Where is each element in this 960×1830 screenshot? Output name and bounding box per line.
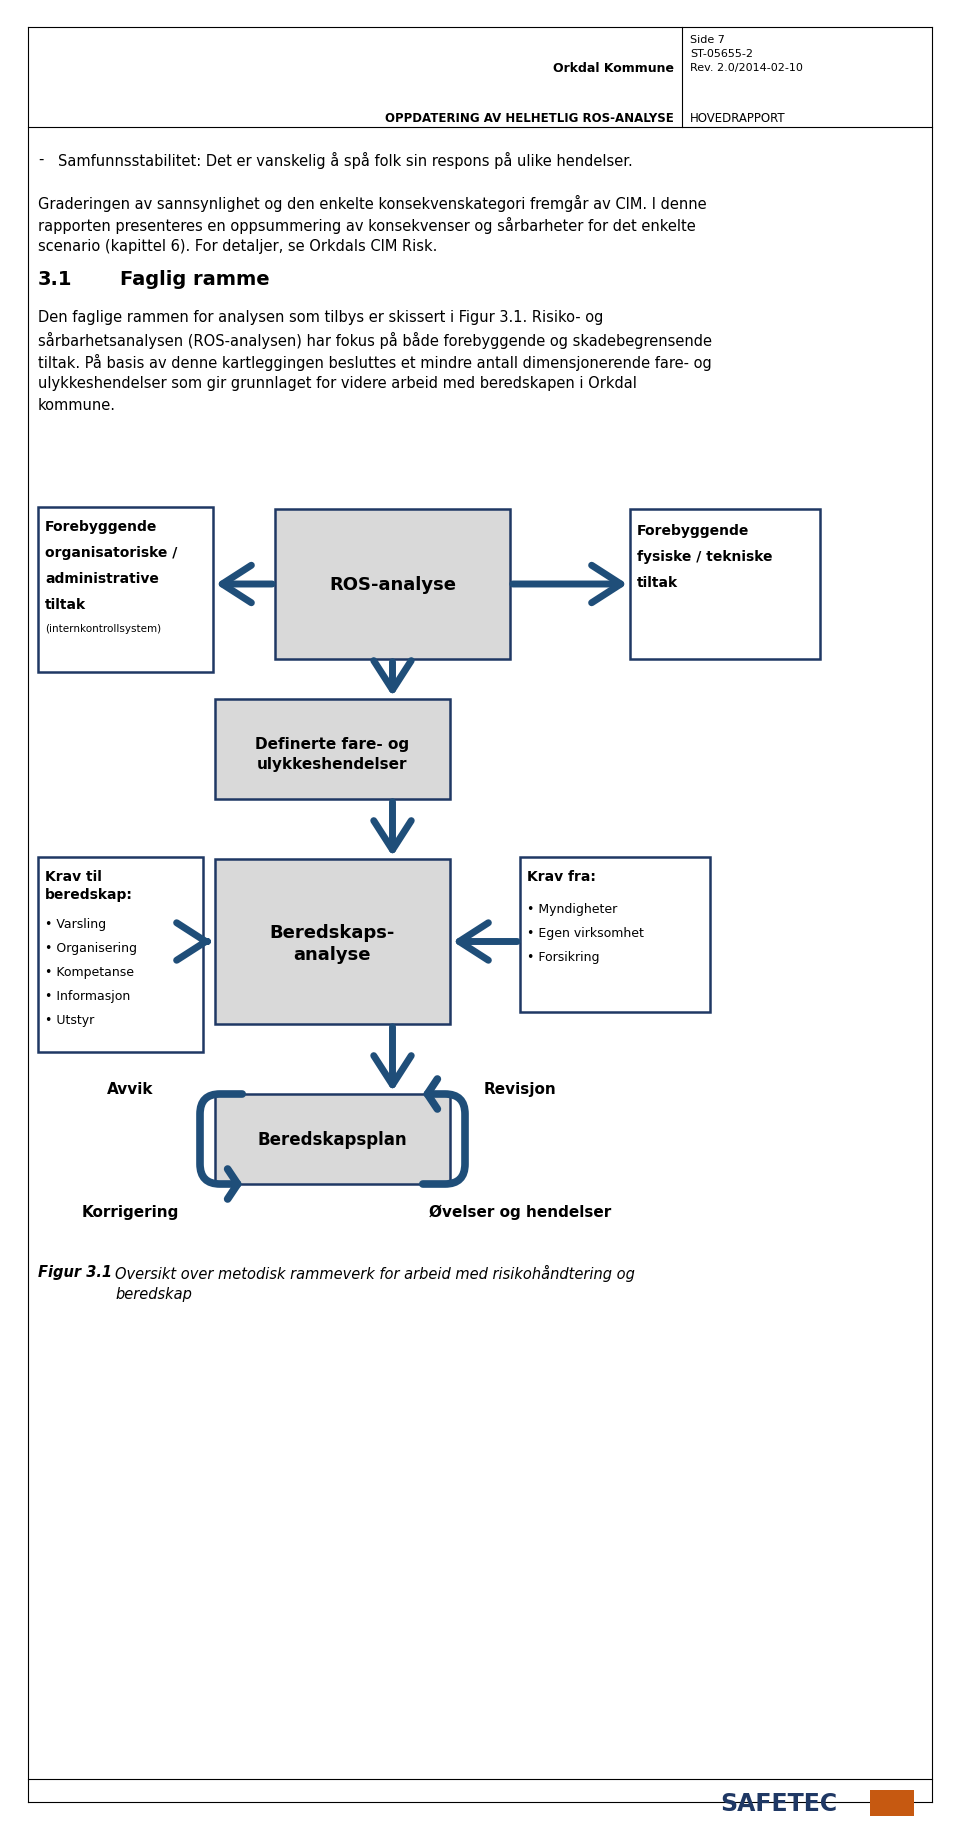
Text: Avvik: Avvik xyxy=(107,1082,154,1096)
Bar xyxy=(215,1094,450,1184)
Text: kommune.: kommune. xyxy=(38,397,116,414)
Bar xyxy=(890,1790,896,1795)
Text: Side 7: Side 7 xyxy=(690,35,725,46)
Text: scenario (kapittel 6). For detaljer, se Orkdals CIM Risk.: scenario (kapittel 6). For detaljer, se … xyxy=(38,240,438,254)
Text: • Kompetanse: • Kompetanse xyxy=(45,966,134,979)
Text: -: - xyxy=(38,152,43,167)
Text: • Forsikring: • Forsikring xyxy=(527,950,599,963)
Text: Øvelser og hendelser: Øvelser og hendelser xyxy=(429,1204,612,1219)
Text: OPPDATERING AV HELHETLIG ROS-ANALYSE: OPPDATERING AV HELHETLIG ROS-ANALYSE xyxy=(385,112,674,124)
Text: 3.1: 3.1 xyxy=(38,269,73,289)
Text: administrative: administrative xyxy=(45,571,158,586)
Text: Den faglige rammen for analysen som tilbys er skissert i Figur 3.1. Risiko- og: Den faglige rammen for analysen som tilb… xyxy=(38,309,604,324)
Bar xyxy=(905,1801,911,1806)
Text: Beredskapsplan: Beredskapsplan xyxy=(257,1131,407,1149)
Bar xyxy=(630,511,820,659)
Text: Definerte fare- og: Definerte fare- og xyxy=(255,737,410,752)
Text: fysiske / tekniske: fysiske / tekniske xyxy=(637,549,773,564)
Text: ST-05655-2: ST-05655-2 xyxy=(690,49,753,59)
Text: • Organisering: • Organisering xyxy=(45,941,137,955)
Bar xyxy=(875,1801,881,1806)
Text: ROS-analyse: ROS-analyse xyxy=(329,576,456,593)
Bar xyxy=(900,1806,906,1814)
Text: rapporten presenteres en oppsummering av konsekvenser og sårbarheter for det enk: rapporten presenteres en oppsummering av… xyxy=(38,218,696,234)
Text: ulykkeshendelser: ulykkeshendelser xyxy=(257,758,408,772)
Text: Korrigering: Korrigering xyxy=(82,1204,179,1219)
Text: sårbarhetsanalysen (ROS-analysen) har fokus på både forebyggende og skadebegrens: sårbarhetsanalysen (ROS-analysen) har fo… xyxy=(38,331,712,350)
Bar xyxy=(879,1806,885,1814)
Text: Krav fra:: Krav fra: xyxy=(527,869,596,884)
Text: Samfunnsstabilitet: Det er vanskelig å spå folk sin respons på ulike hendelser.: Samfunnsstabilitet: Det er vanskelig å s… xyxy=(58,152,633,168)
Text: tiltak: tiltak xyxy=(45,598,86,611)
Text: Graderingen av sannsynlighet og den enkelte konsekvenskategori fremgår av CIM. I: Graderingen av sannsynlighet og den enke… xyxy=(38,194,707,212)
Bar xyxy=(38,858,203,1052)
Text: Oversikt over metodisk rammeverk for arbeid med risikohåndtering og: Oversikt over metodisk rammeverk for arb… xyxy=(115,1265,635,1281)
Text: Beredskaps-: Beredskaps- xyxy=(270,922,396,941)
Text: HOVEDRAPPORT: HOVEDRAPPORT xyxy=(690,112,785,124)
Text: Faglig ramme: Faglig ramme xyxy=(120,269,270,289)
Bar xyxy=(879,1793,885,1799)
Text: tiltak: tiltak xyxy=(637,576,678,589)
Text: Forebyggende: Forebyggende xyxy=(637,523,750,538)
Bar xyxy=(38,507,213,673)
Text: Orkdal Kommune: Orkdal Kommune xyxy=(553,62,674,75)
Bar xyxy=(215,699,450,800)
Text: organisatoriske /: organisatoriske / xyxy=(45,545,178,560)
Bar xyxy=(890,1810,896,1815)
Bar xyxy=(215,860,450,1025)
Text: (internkontrollsystem): (internkontrollsystem) xyxy=(45,624,161,633)
Text: tiltak. På basis av denne kartleggingen besluttes et mindre antall dimensjoneren: tiltak. På basis av denne kartleggingen … xyxy=(38,353,711,371)
Text: • Myndigheter: • Myndigheter xyxy=(527,902,617,915)
Text: • Varsling: • Varsling xyxy=(45,917,107,930)
Text: Rev. 2.0/2014-02-10: Rev. 2.0/2014-02-10 xyxy=(690,62,803,73)
Text: beredskap: beredskap xyxy=(115,1286,192,1301)
Bar xyxy=(520,858,710,1012)
Text: • Informasjon: • Informasjon xyxy=(45,990,131,1003)
Text: Revisjon: Revisjon xyxy=(484,1082,557,1096)
Bar xyxy=(275,511,510,659)
Bar xyxy=(900,1793,906,1799)
Text: Figur 3.1: Figur 3.1 xyxy=(38,1265,112,1279)
Text: SAFETEC: SAFETEC xyxy=(720,1792,837,1815)
Text: ulykkeshendelser som gir grunnlaget for videre arbeid med beredskapen i Orkdal: ulykkeshendelser som gir grunnlaget for … xyxy=(38,375,636,392)
Text: analyse: analyse xyxy=(294,944,372,963)
Text: Forebyggende: Forebyggende xyxy=(45,520,157,534)
Text: beredskap:: beredskap: xyxy=(45,888,132,902)
Text: • Egen virksomhet: • Egen virksomhet xyxy=(527,926,644,939)
Text: • Utstyr: • Utstyr xyxy=(45,1014,94,1027)
FancyBboxPatch shape xyxy=(870,1790,914,1815)
Text: Krav til: Krav til xyxy=(45,869,102,884)
